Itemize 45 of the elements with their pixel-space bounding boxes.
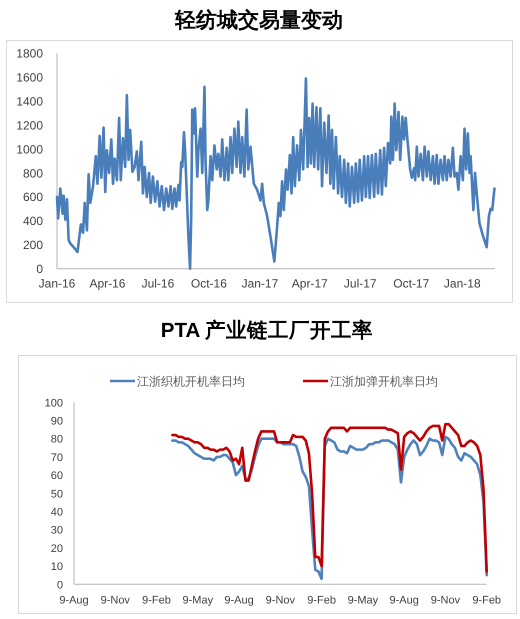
ytick: 1600 xyxy=(16,70,43,85)
xtick: 9-Aug xyxy=(389,594,419,606)
xtick: 9-May xyxy=(182,594,214,606)
ytick: 600 xyxy=(22,190,43,204)
ytick: 80 xyxy=(50,434,63,446)
xtick: Jan-17 xyxy=(242,276,278,291)
ytick: 10 xyxy=(50,561,63,574)
ytick: 30 xyxy=(50,524,63,537)
ytick: 20 xyxy=(50,542,63,555)
xtick: Apr-17 xyxy=(292,276,328,291)
xtick: 9-Nov xyxy=(430,594,460,606)
ytick: 0 xyxy=(36,262,43,276)
title: 轻纺城交易量变动 xyxy=(175,9,343,32)
xtick: 9-Feb xyxy=(307,594,336,606)
ytick: 800 xyxy=(22,166,43,180)
ytick: 50 xyxy=(50,488,63,500)
xtick: Jan-18 xyxy=(444,276,481,291)
xtick: Jan-16 xyxy=(38,276,76,291)
ytick: 200 xyxy=(22,238,43,252)
ytick: 1400 xyxy=(16,94,43,108)
title: PTA 产业链工厂开工率 xyxy=(160,319,374,342)
xtick: 9-Feb xyxy=(142,594,171,606)
xtick: Jul-16 xyxy=(142,276,174,291)
xtick: 9-Feb xyxy=(472,594,502,606)
ytick: 1800 xyxy=(16,46,43,61)
xtick: Oct-16 xyxy=(190,276,227,291)
xtick: 9-Nov xyxy=(266,594,296,606)
ytick: 1200 xyxy=(16,118,43,132)
xtick: Oct-17 xyxy=(393,276,430,291)
ytick: 0 xyxy=(56,579,63,592)
ytick: 400 xyxy=(22,214,43,228)
xtick: 9-May xyxy=(348,594,378,606)
ytick: 90 xyxy=(50,415,63,428)
ytick: 40 xyxy=(50,506,63,518)
ytick: 100 xyxy=(44,397,63,410)
xtick: Apr-16 xyxy=(89,276,126,291)
legend-label: 江浙加弹开机率日均 xyxy=(330,374,438,388)
xtick: 9-Nov xyxy=(100,594,130,606)
ytick: 70 xyxy=(50,452,63,464)
xtick: 9-Aug xyxy=(59,594,89,606)
ytick: 60 xyxy=(50,470,63,482)
xtick: Jul-17 xyxy=(344,276,377,291)
legend-label: 江浙织机开机率日均 xyxy=(137,374,245,388)
xtick: 9-Aug xyxy=(224,594,254,606)
ytick: 1000 xyxy=(16,142,43,156)
